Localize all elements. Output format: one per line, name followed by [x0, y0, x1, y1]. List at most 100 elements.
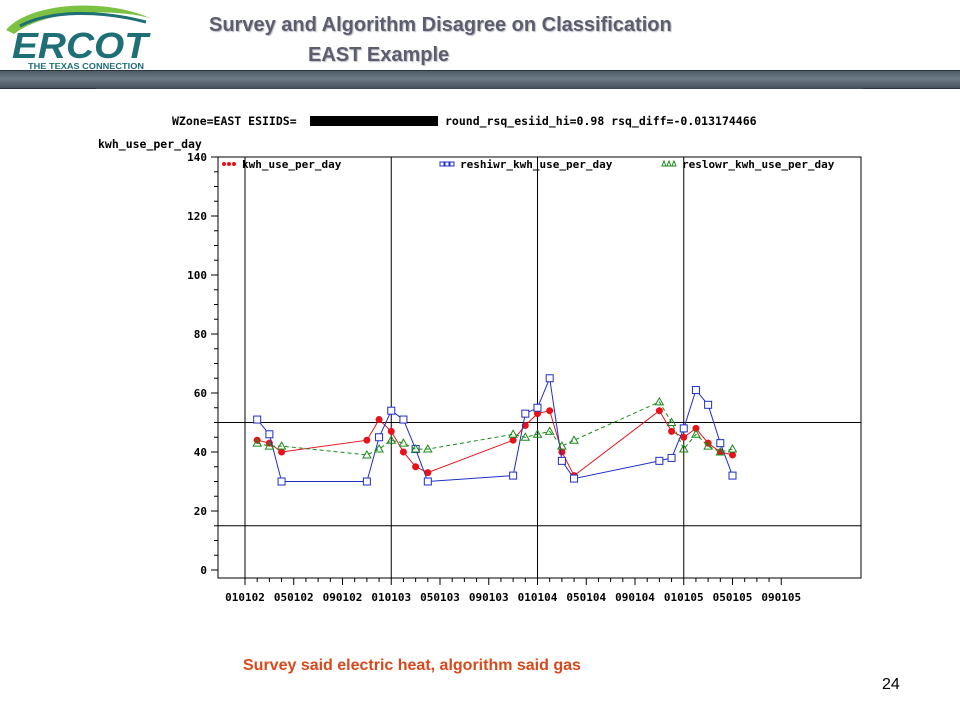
legend-marker	[449, 161, 455, 167]
series-line	[257, 401, 733, 456]
data-point	[253, 415, 262, 424]
data-point	[679, 424, 688, 433]
legend-marker	[227, 162, 231, 166]
data-point	[692, 424, 700, 432]
data-point	[545, 374, 554, 383]
data-point	[704, 400, 713, 409]
redacted-block	[310, 116, 438, 126]
data-point	[375, 433, 384, 442]
slide-caption: Survey said electric heat, algorithm sai…	[243, 657, 581, 674]
x-axis: 010102 050102 090102 010103 050103 090103 0101…	[225, 578, 801, 604]
data-point	[264, 441, 275, 450]
chart-title: WZone=EAST ESIIDS= round_rsq_esiid_hi=0.…	[172, 114, 757, 129]
data-point	[703, 441, 713, 450]
series-layer	[252, 374, 738, 486]
x-tick-label: 010105	[664, 591, 704, 604]
x-tick-label: 090105	[761, 591, 801, 604]
data-point	[715, 446, 726, 456]
chart-title-prefix: WZone=EAST ESIIDS=	[172, 114, 297, 128]
series-line	[257, 409, 733, 477]
data-point	[569, 435, 579, 444]
data-point	[667, 453, 676, 462]
y-tick-label: 100	[187, 269, 207, 282]
legend-item: reshiwr_kwh_use_per_day	[439, 158, 613, 171]
data-point	[509, 471, 518, 480]
data-point	[362, 477, 371, 486]
slide-header: ERCOT THE TEXAS CONNECTION Survey and Al…	[0, 0, 960, 92]
slide-title-line-1: Survey and Algorithm Disagree on Classif…	[209, 14, 672, 36]
series-reshiwr_kwh_use_per_day	[253, 374, 737, 486]
data-point	[410, 444, 421, 453]
data-point	[534, 410, 541, 418]
legend-marker	[232, 162, 236, 166]
x-tick-label: 090103	[469, 591, 509, 604]
data-point	[557, 456, 566, 465]
data-point	[399, 415, 408, 424]
legend-item: kwh_use_per_day	[222, 158, 342, 171]
data-point	[546, 407, 554, 415]
plot-border	[217, 156, 862, 579]
x-tick-label: 010103	[371, 591, 411, 604]
legend-label: kwh_use_per_day	[242, 158, 342, 171]
data-point	[398, 438, 409, 447]
y-tick-label: 60	[194, 387, 207, 400]
x-tick-label: 090104	[615, 591, 655, 604]
data-point	[520, 432, 531, 441]
x-tick-label: 010104	[518, 591, 558, 604]
y-tick-label: 80	[194, 328, 207, 341]
x-tick-label: 050105	[713, 591, 753, 604]
data-point	[374, 444, 384, 453]
data-point	[691, 429, 701, 438]
data-point	[544, 426, 555, 435]
series-reslowr_kwh_use_per_day	[252, 396, 738, 459]
x-tick-label: 050103	[420, 591, 460, 604]
series-kwh_use_per_day	[253, 407, 736, 480]
slide-title-line-2: EAST Example	[308, 44, 450, 66]
reference-lines	[218, 157, 861, 578]
data-point	[654, 396, 665, 406]
y-tick-label: 140	[187, 151, 207, 164]
plot-frame	[217, 156, 862, 579]
y-tick-label: 0	[200, 564, 207, 577]
data-point	[533, 403, 542, 412]
x-tick-label: 010102	[225, 591, 265, 604]
legend-marker	[671, 159, 677, 167]
data-point	[691, 386, 700, 395]
legend-marker	[666, 159, 672, 167]
data-point	[277, 477, 286, 486]
data-point	[265, 430, 274, 439]
logo-tagline: THE TEXAS CONNECTION	[28, 61, 144, 71]
y-axis-label: kwh_use_per_day	[98, 137, 202, 152]
data-point	[399, 448, 407, 456]
legend-item: reslowr_kwh_use_per_day	[661, 158, 835, 171]
legend-marker	[439, 161, 445, 167]
data-point	[276, 441, 287, 450]
ercot-logo: ERCOT THE TEXAS CONNECTION	[6, 5, 152, 71]
data-point	[728, 471, 737, 480]
data-point	[252, 438, 263, 447]
legend-marker	[444, 161, 450, 167]
data-point	[668, 427, 676, 435]
legend: kwh_use_per_day reshiwr_kwh_use_per_day re…	[222, 158, 835, 171]
data-point	[508, 429, 518, 438]
x-tick-label: 050102	[274, 591, 314, 604]
data-point	[570, 474, 579, 483]
series-line	[256, 376, 733, 483]
x-tick-label: 090102	[323, 591, 363, 604]
y-axis: 0 20 40 60 80 100 120 140	[187, 151, 218, 577]
y-tick-label: 20	[194, 505, 207, 518]
data-point	[729, 451, 736, 459]
data-point	[655, 407, 663, 415]
logo-wordmark: ERCOT	[12, 25, 151, 66]
data-point	[278, 448, 286, 456]
data-point	[678, 444, 689, 453]
data-point	[375, 416, 383, 424]
data-point	[423, 477, 432, 486]
data-point	[387, 427, 395, 435]
data-point	[680, 433, 688, 441]
data-point	[509, 436, 517, 444]
header-rule	[96, 88, 863, 89]
legend-marker	[222, 162, 226, 166]
x-tick-label: 050104	[566, 591, 606, 604]
